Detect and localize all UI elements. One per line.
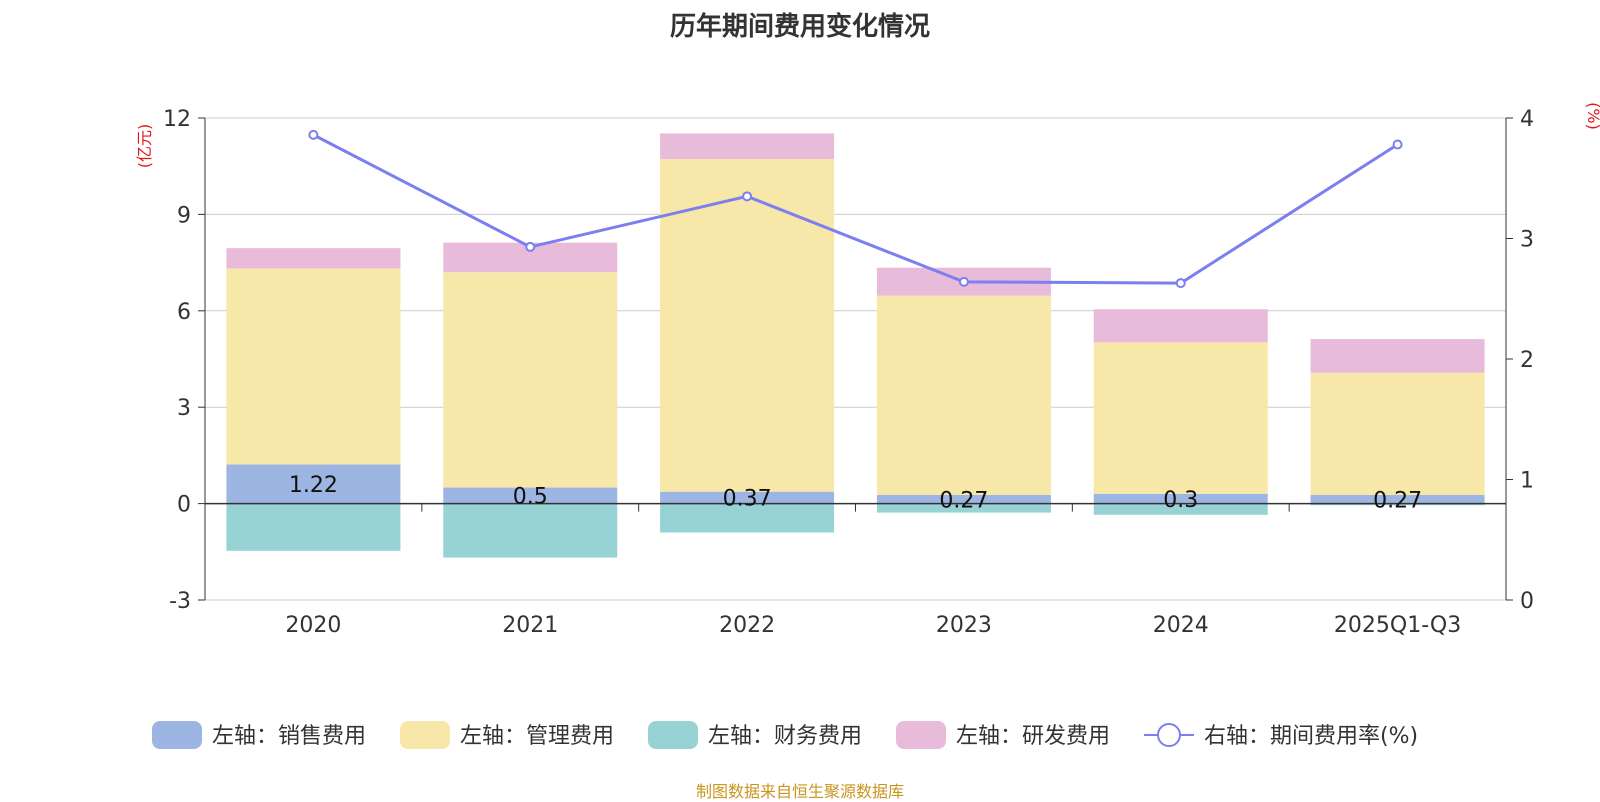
finance-bar bbox=[1093, 503, 1268, 515]
finance-bar bbox=[226, 503, 401, 551]
rate-point bbox=[308, 129, 319, 140]
legend-item-rate: 右轴：期间费用率(%) bbox=[1144, 723, 1418, 749]
rnd-bar bbox=[1093, 309, 1268, 343]
sales-data-label: 0.3 bbox=[1163, 488, 1198, 513]
x-axis-category-label: 2025Q1-Q3 bbox=[1334, 613, 1461, 638]
bar-data-labels: 1.22 0.5 0.37 0.27 0.3 0.27 bbox=[289, 473, 1422, 513]
rate-point bbox=[1175, 278, 1186, 289]
right-axis-tick-label: 4 bbox=[1520, 107, 1534, 132]
right-axis-tick-label: 0 bbox=[1520, 589, 1534, 614]
legend-item-sales: 左轴：销售费用 bbox=[152, 721, 366, 749]
rate-point bbox=[525, 241, 536, 252]
sales-data-label: 0.27 bbox=[1373, 488, 1422, 513]
sales-bar bbox=[660, 491, 835, 504]
sales-data-label: 1.22 bbox=[289, 473, 338, 498]
rnd-bar bbox=[226, 248, 401, 269]
rate-point bbox=[742, 191, 753, 202]
rnd-bar bbox=[660, 133, 835, 160]
x-axis-category-label: 2023 bbox=[936, 613, 992, 638]
legend-label: 左轴：财务费用 bbox=[708, 724, 862, 749]
zero-baseline bbox=[205, 502, 1506, 512]
left-axis-tick-label: 3 bbox=[177, 396, 191, 421]
left-axis-tick-label: -3 bbox=[169, 589, 191, 614]
legend-label: 左轴：管理费用 bbox=[460, 724, 614, 749]
legend-item-rnd: 左轴：研发费用 bbox=[896, 721, 1110, 749]
right-axis-tick-label: 2 bbox=[1520, 348, 1534, 373]
legend-swatch-icon bbox=[400, 721, 450, 749]
left-axis-tick-label: 12 bbox=[163, 107, 191, 132]
sales-data-label: 0.27 bbox=[939, 488, 988, 513]
right-axis-tick-label: 1 bbox=[1520, 469, 1534, 494]
x-axis-category-label: 2020 bbox=[285, 613, 341, 638]
legend-item-admin: 左轴：管理费用 bbox=[400, 721, 614, 749]
sales-bar bbox=[876, 494, 1051, 504]
left-axis-tick-label: 6 bbox=[177, 300, 191, 325]
finance-bar bbox=[443, 503, 618, 558]
chart-title: 历年期间费用变化情况 bbox=[669, 12, 930, 42]
x-axis-category-label: 2021 bbox=[502, 613, 558, 638]
admin-bar bbox=[660, 159, 835, 492]
sales-data-label: 0.5 bbox=[513, 485, 548, 510]
legend-label: 右轴：期间费用率(%) bbox=[1204, 724, 1418, 749]
stacked-bars bbox=[226, 133, 1485, 558]
sales-bar bbox=[443, 487, 618, 504]
left-axis-tick-label: 0 bbox=[177, 493, 191, 518]
sales-bar bbox=[1093, 493, 1268, 504]
admin-bar bbox=[1310, 372, 1485, 495]
legend-marker-icon bbox=[1157, 723, 1181, 747]
legend-swatch-icon bbox=[648, 721, 698, 749]
grid-lines bbox=[205, 117, 1506, 601]
legend-swatch-icon bbox=[152, 721, 202, 749]
sales-bar bbox=[1310, 494, 1485, 504]
x-axis-category-label: 2022 bbox=[719, 613, 775, 638]
sales-bar bbox=[226, 464, 401, 504]
x-axis-category-label: 2024 bbox=[1153, 613, 1209, 638]
rate-point bbox=[1392, 139, 1403, 150]
admin-bar bbox=[876, 295, 1051, 495]
admin-bar bbox=[226, 268, 401, 465]
legend-item-finance: 左轴：财务费用 bbox=[648, 721, 862, 749]
admin-bar bbox=[443, 272, 618, 488]
rate-point bbox=[958, 276, 969, 287]
left-axis-tick-label: 9 bbox=[177, 203, 191, 228]
finance-bar bbox=[1310, 503, 1485, 506]
legend-swatch-icon bbox=[896, 721, 946, 749]
legend-label: 左轴：研发费用 bbox=[956, 724, 1110, 749]
left-axis-unit: (亿元) bbox=[135, 124, 154, 169]
legend: 左轴：销售费用 左轴：管理费用 左轴：财务费用 左轴：研发费用 右轴：期间费用率(%) bbox=[152, 721, 1418, 749]
finance-bar bbox=[660, 503, 835, 533]
admin-bar bbox=[1093, 342, 1268, 494]
right-axis-tick-label: 3 bbox=[1520, 228, 1534, 253]
expense-rate-line bbox=[308, 129, 1403, 289]
finance-bar bbox=[876, 503, 1051, 513]
legend-label: 左轴：销售费用 bbox=[212, 724, 366, 749]
right-axis-unit: (%) bbox=[1584, 102, 1600, 130]
rate-line bbox=[312, 133, 1399, 285]
rnd-bar bbox=[1310, 339, 1485, 373]
source-note: 制图数据来自恒生聚源数据库 bbox=[695, 782, 904, 801]
sales-data-label: 0.37 bbox=[723, 487, 772, 512]
